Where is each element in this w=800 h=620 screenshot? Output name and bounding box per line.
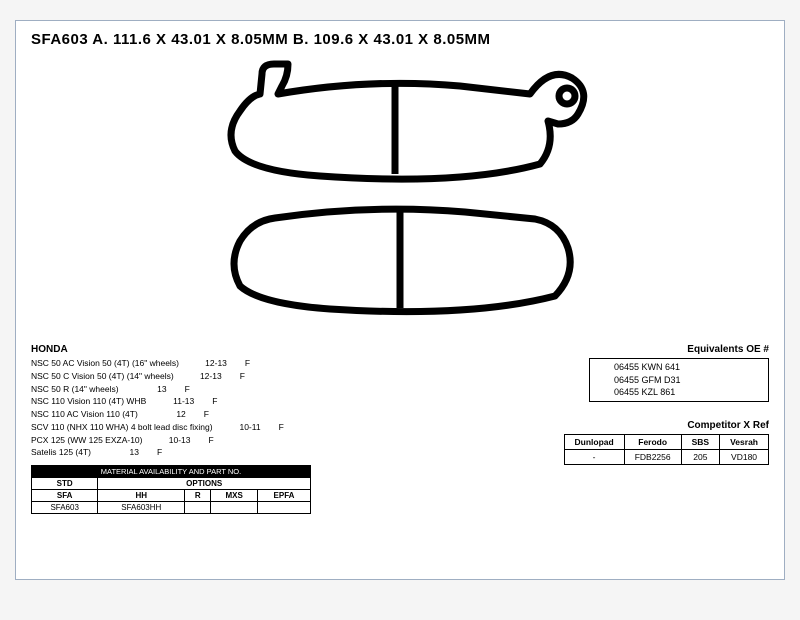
fitment-row: NSC 110 Vision 110 (4T) WHB11-13F — [31, 395, 450, 408]
xref-table: Dunlopad Ferodo SBS Vesrah - FDB2256 205… — [564, 434, 770, 465]
fitment-row: NSC 50 R (14" wheels)13F — [31, 383, 450, 396]
fitment-row: NSC 110 AC Vision 110 (4T)12F — [31, 408, 450, 421]
fitment-row: PCX 125 (WW 125 EXZA-10)10-13F — [31, 434, 450, 447]
fitment-row: Satelis 125 (4T)13F — [31, 446, 450, 459]
fitment-row: SCV 110 (NHX 110 WHA) 4 bolt lead disc f… — [31, 421, 450, 434]
material-table: MATERIAL AVAILABILITY AND PART NO. STD O… — [31, 465, 311, 514]
brand-label: HONDA — [31, 344, 450, 355]
xref-label: Competitor X Ref — [470, 420, 769, 431]
fitment-row: NSC 50 AC Vision 50 (4T) (16" wheels)12-… — [31, 357, 450, 370]
title: SFA603 A. 111.6 X 43.01 X 8.05MM B. 109.… — [31, 31, 769, 48]
oe-equivalents: 06455 KWN 641 06455 GFM D31 06455 KZL 86… — [589, 358, 769, 402]
oe-label: Equivalents OE # — [470, 344, 769, 355]
fitment-row: NSC 50 C Vision 50 (4T) (14" wheels)12-1… — [31, 370, 450, 383]
brake-pad-diagram — [31, 56, 769, 336]
fitment-list: NSC 50 AC Vision 50 (4T) (16" wheels)12-… — [31, 357, 450, 459]
